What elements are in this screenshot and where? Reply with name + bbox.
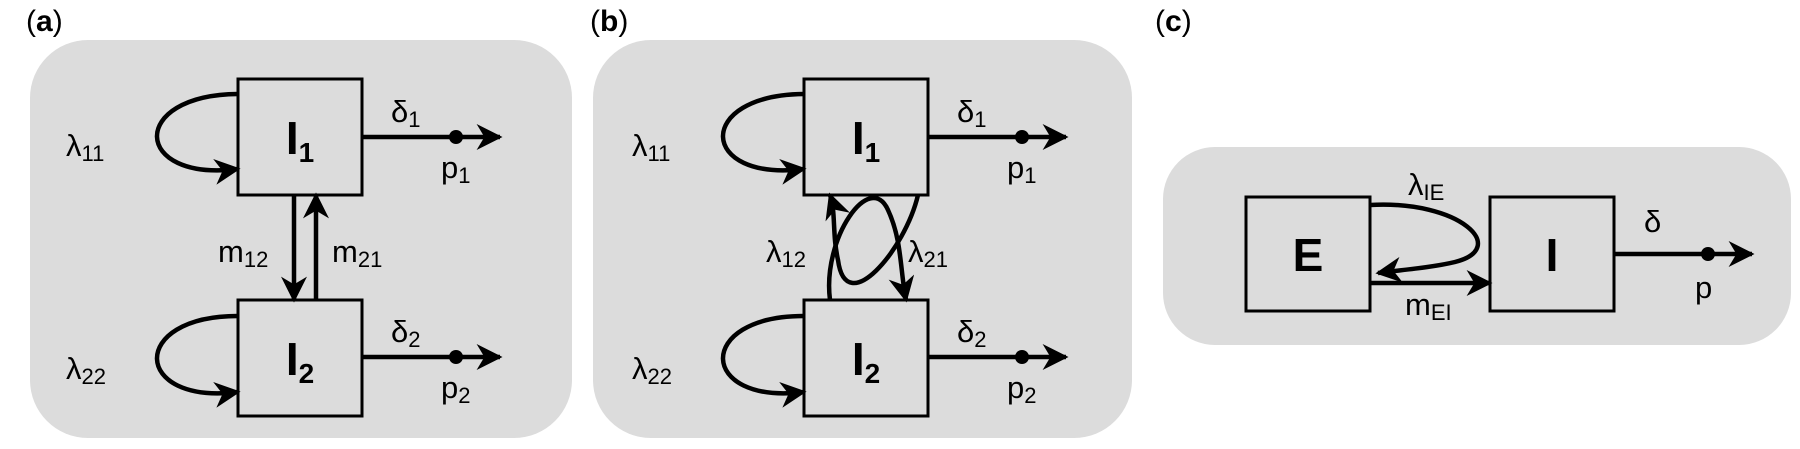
panel-b-self-loop-2 [720, 313, 807, 408]
panel-b-lambda-21-arrow [826, 195, 915, 303]
panel-a-lambda-11: λ11 [66, 128, 104, 166]
panel-c-removal-dot [1701, 247, 1715, 261]
panel-b-node-i2-label: I2 [852, 333, 880, 389]
panel-b-p-2: p2 [1007, 370, 1037, 408]
panel-b-delta-2: δ2 [957, 314, 987, 352]
panel-c: (c) E I λIE mEI δ p [1155, 5, 1791, 345]
panel-b-node-i1-label: I1 [852, 112, 880, 168]
panel-a-removal-1-dot [449, 130, 463, 144]
panel-a-lambda-22: λ22 [66, 351, 106, 389]
panel-b-lambda-21: λ21 [908, 234, 948, 272]
panel-a-label: (a) [26, 5, 63, 38]
panel-c-p: p [1695, 270, 1712, 305]
panel-b-removal-2-dot [1015, 350, 1029, 364]
panel-b-lambda-12-arrow [825, 192, 921, 286]
panel-b-background [593, 40, 1132, 438]
panel-b-lambda-12: λ12 [766, 234, 806, 272]
panel-c-node-e [1244, 195, 1372, 313]
panel-b-self-loop-1 [720, 91, 807, 185]
panel-a-node-i2-label: I2 [286, 333, 314, 389]
panel-a-delta-1: δ1 [391, 94, 421, 132]
panel-a-p-2: p2 [441, 370, 471, 408]
panel-b-lambda-22: λ22 [632, 351, 672, 389]
panel-a: (a) I1 I2 λ11 λ22 m12 m21 δ1 δ2 p1 p2 [26, 5, 572, 438]
panel-a-p-1: p1 [441, 150, 471, 188]
panel-a-node-i1-label: I1 [286, 112, 314, 168]
panel-c-label: (c) [1155, 5, 1192, 38]
panel-a-m-12: m12 [218, 234, 268, 272]
panel-b-delta-1: δ1 [957, 94, 987, 132]
panel-a-m-21: m21 [332, 234, 382, 272]
panel-c-node-i-label: I [1546, 229, 1559, 281]
panel-a-node-i2 [236, 298, 364, 418]
panel-b-lambda-11: λ11 [632, 128, 670, 166]
panel-b-node-i2 [802, 298, 930, 418]
panel-c-lambda-ie: λIE [1408, 167, 1444, 205]
panel-b-p-1: p1 [1007, 150, 1037, 188]
panel-c-delta: δ [1644, 204, 1661, 239]
panel-b-node-i1 [802, 77, 930, 197]
panel-c-infection-arrow [1369, 202, 1481, 283]
panel-b: (b) I1 I2 λ11 λ22 λ12 λ21 δ1 δ2 p1 p2 [590, 5, 1132, 438]
panel-a-delta-2: δ2 [391, 314, 421, 352]
panel-c-m-ei: mEI [1405, 287, 1452, 325]
panel-a-self-loop-2 [154, 313, 241, 408]
panel-a-self-loop-1 [154, 91, 241, 185]
panel-b-label: (b) [590, 5, 628, 38]
panel-b-removal-1-dot [1015, 130, 1029, 144]
panel-a-removal-2-dot [449, 350, 463, 364]
panel-c-node-e-label: E [1293, 229, 1324, 281]
